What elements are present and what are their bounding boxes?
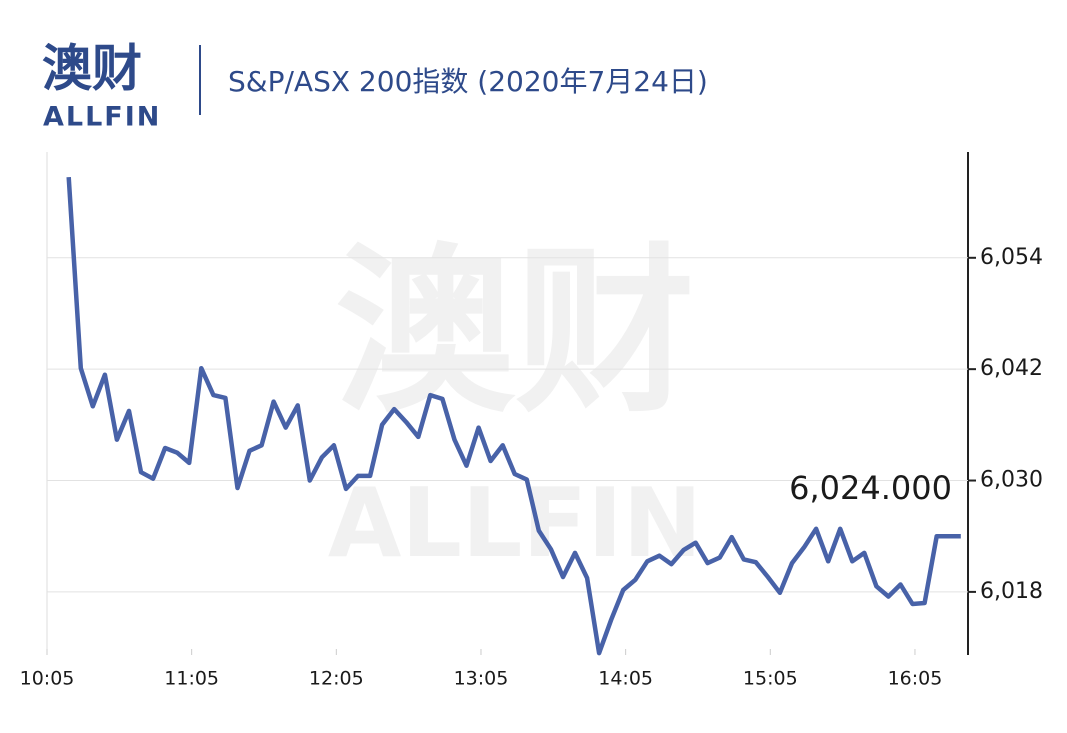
- logo-cn: 澳财: [42, 40, 142, 98]
- watermark-cn: 澳财: [335, 228, 695, 437]
- x-tick-label: 12:05: [309, 668, 364, 690]
- watermark-en: ALLFIN: [328, 469, 702, 579]
- chart-title: S&P/ASX 200指数 (2020年7月24日): [228, 65, 708, 98]
- price-line: [66, 176, 961, 656]
- logo-en: ALLFIN: [43, 102, 161, 133]
- last-value-label: 6,024.000: [789, 469, 952, 507]
- y-tick-label: 6,030: [980, 468, 1043, 493]
- x-tick-label: 10:05: [20, 668, 75, 690]
- x-tick-label: 16:05: [888, 668, 943, 690]
- x-tick-label: 14:05: [598, 668, 653, 690]
- x-tick-label: 11:05: [164, 668, 219, 690]
- y-tick-label: 6,042: [980, 356, 1043, 381]
- x-tick-label: 13:05: [454, 668, 509, 690]
- y-tick-label: 6,054: [980, 245, 1043, 270]
- x-tick-label: 15:05: [743, 668, 798, 690]
- y-tick-label: 6,018: [980, 579, 1043, 604]
